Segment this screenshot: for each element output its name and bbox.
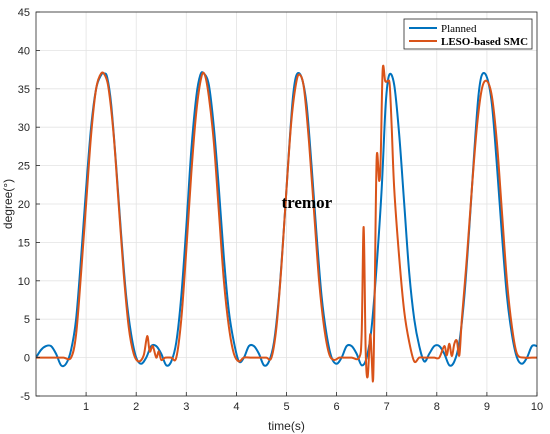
- x-tick-labels: 1 2 3 4 5 6 7 8 9 10: [83, 401, 543, 413]
- x-tick-label: 7: [384, 401, 390, 413]
- tick-marks: [36, 11, 538, 397]
- y-tick-label: 30: [18, 122, 30, 134]
- tremor-annotation: tremor: [281, 193, 332, 212]
- x-tick-label: 10: [531, 401, 543, 413]
- legend-label-planned: Planned: [441, 23, 477, 35]
- legend-label-leso-smc: LESO-based SMC: [441, 36, 528, 48]
- series-lines: [36, 64, 537, 383]
- grid-lines: [36, 11, 538, 397]
- y-tick-label: 40: [18, 45, 30, 57]
- x-tick-label: 9: [484, 401, 490, 413]
- legend-box: [403, 18, 533, 50]
- x-tick-label: 1: [83, 401, 89, 413]
- y-tick-label: 25: [18, 161, 30, 173]
- x-tick-label: 5: [283, 401, 289, 413]
- legend: Planned LESO-based SMC: [403, 18, 533, 50]
- x-tick-label: 3: [183, 401, 189, 413]
- y-tick-label: 45: [18, 7, 30, 19]
- series-line-leso-smc: [36, 64, 537, 383]
- y-tick-label: 35: [18, 84, 30, 96]
- y-tick-label: 10: [18, 276, 30, 288]
- y-tick-label: 15: [18, 237, 30, 249]
- y-axis-label: degree(°): [1, 179, 15, 229]
- x-tick-label: 8: [434, 401, 440, 413]
- x-tick-label: 4: [233, 401, 239, 413]
- y-tick-label: 5: [24, 314, 30, 326]
- x-tick-label: 6: [334, 401, 340, 413]
- y-tick-label: -5: [20, 391, 30, 403]
- y-tick-labels: -5 0 5 10 15 20 25 30 35 40 45: [18, 7, 30, 403]
- x-axis-label: time(s): [268, 419, 305, 433]
- x-tick-label: 2: [133, 401, 139, 413]
- y-tick-label: 20: [18, 199, 30, 211]
- y-tick-label: 0: [24, 353, 30, 365]
